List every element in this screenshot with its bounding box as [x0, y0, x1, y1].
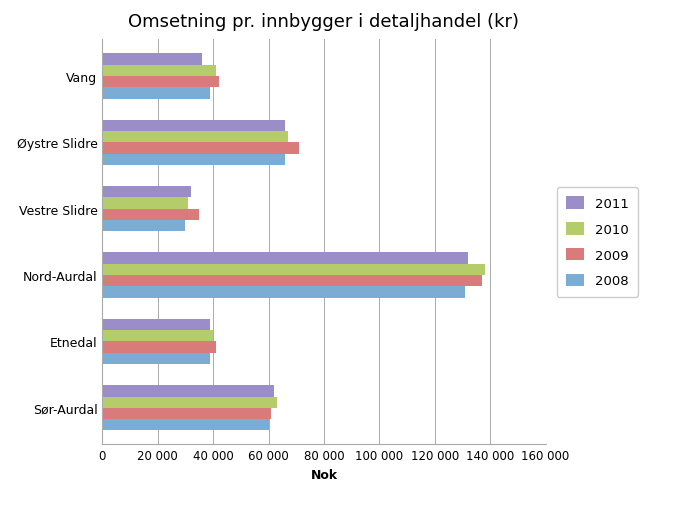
- Bar: [102, 397, 277, 408]
- Bar: [102, 132, 288, 143]
- Bar: [102, 55, 202, 66]
- Bar: [102, 419, 269, 430]
- Bar: [102, 143, 299, 155]
- Bar: [102, 88, 210, 99]
- Bar: [102, 155, 285, 166]
- Bar: [102, 408, 271, 419]
- Bar: [102, 264, 485, 276]
- Bar: [102, 353, 210, 364]
- Bar: [102, 198, 188, 209]
- Bar: [102, 330, 213, 342]
- Bar: [102, 121, 285, 132]
- Bar: [102, 77, 219, 88]
- Bar: [102, 221, 186, 232]
- Bar: [102, 287, 465, 298]
- X-axis label: Nok: Nok: [310, 468, 338, 481]
- Legend: 2011, 2010, 2009, 2008: 2011, 2010, 2009, 2008: [557, 188, 638, 297]
- Bar: [102, 276, 482, 287]
- Bar: [102, 209, 199, 221]
- Bar: [102, 187, 191, 198]
- Bar: [102, 342, 216, 353]
- Bar: [102, 319, 210, 330]
- Bar: [102, 66, 216, 77]
- Bar: [102, 385, 274, 397]
- Title: Omsetning pr. innbygger i detaljhandel (kr): Omsetning pr. innbygger i detaljhandel (…: [128, 13, 520, 30]
- Bar: [102, 253, 468, 264]
